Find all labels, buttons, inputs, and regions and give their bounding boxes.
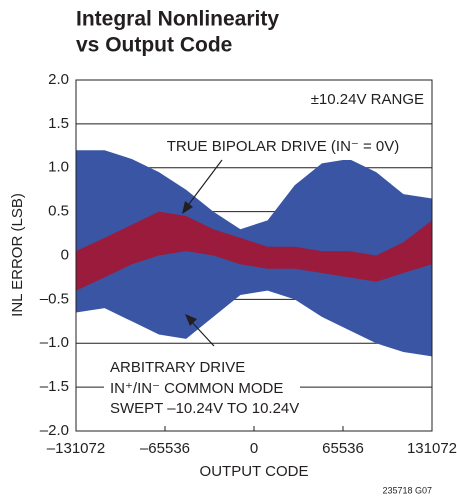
x-axis-label: OUTPUT CODE — [200, 463, 309, 480]
x-tick-label: 65536 — [322, 440, 364, 457]
annotation: ARBITRARY DRIVE — [110, 359, 245, 376]
arrow — [185, 159, 223, 209]
x-tick-label: 131072 — [407, 440, 457, 457]
y-tick-label: 0 — [61, 246, 69, 263]
arrow-head — [185, 314, 197, 326]
label-bg — [104, 356, 300, 420]
plot-frame — [75, 79, 433, 432]
chart-title: Integral Nonlinearity — [76, 8, 279, 31]
annotation: ±10.24V RANGE — [311, 91, 424, 108]
arrow-head — [182, 201, 193, 214]
chart-title: vs Output Code — [76, 34, 232, 57]
annotation: SWEPT –10.24V TO 10.24V — [110, 400, 299, 417]
x-tick-label: –65536 — [140, 440, 190, 457]
y-tick-label: –1.0 — [40, 334, 69, 351]
y-tick-label: –0.5 — [40, 290, 69, 307]
y-tick-label: 0.5 — [48, 203, 69, 220]
annotation: TRUE BIPOLAR DRIVE (IN⁻ = 0V) — [167, 138, 400, 155]
y-tick-label: –1.5 — [40, 378, 69, 395]
y-tick-label: –2.0 — [40, 422, 69, 439]
band — [76, 211, 432, 291]
y-tick-label: 1.5 — [48, 115, 69, 132]
arrow — [189, 319, 215, 347]
y-tick-label: 2.0 — [48, 71, 69, 88]
x-tick-label: –131072 — [47, 440, 105, 457]
label-bg — [300, 88, 430, 112]
annotation: IN⁺/IN⁻ COMMON MODE — [110, 380, 283, 397]
label-bg — [152, 134, 414, 160]
y-axis-label: INL ERROR (LSB) — [9, 193, 26, 317]
footer: 235718 G07 — [382, 485, 432, 495]
plot-area — [75, 79, 433, 432]
x-tick-label: 0 — [250, 440, 258, 457]
y-tick-label: 1.0 — [48, 159, 69, 176]
